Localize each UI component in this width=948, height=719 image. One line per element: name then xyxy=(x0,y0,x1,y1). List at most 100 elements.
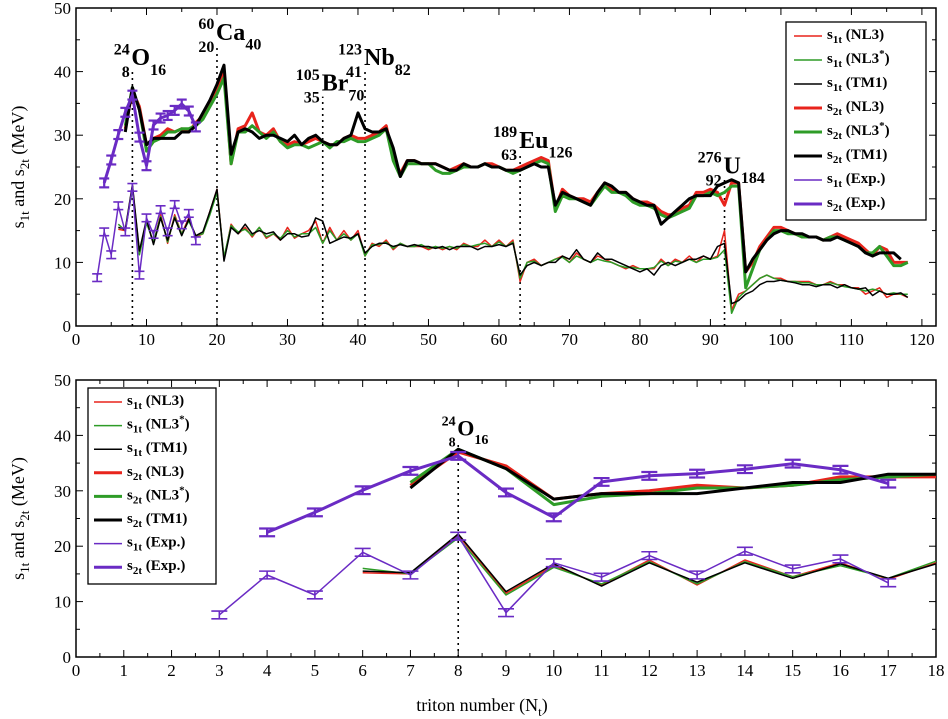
x-tick-label: 13 xyxy=(689,661,706,680)
nucleus-label: 24 8O16 xyxy=(442,415,489,451)
x-tick-label: 40 xyxy=(349,330,366,349)
nucleus-element: Ca xyxy=(216,20,245,46)
nucleus-mass-number: 189 xyxy=(493,124,517,141)
nucleus-label: 105 35Br70 xyxy=(296,67,365,107)
legend-entry: s2t (NL3) xyxy=(827,99,884,118)
panel-top: 0 10 20 30 40 50 60 70 80 90 100 110 120 0 10 20 30 40 50 s… xyxy=(8,0,937,349)
y-tick-label: 40 xyxy=(54,63,71,82)
y-tick-label: 0 xyxy=(63,317,72,336)
x-tick-label: 70 xyxy=(561,330,578,349)
legend-sup: * xyxy=(179,484,185,496)
x-tick-label: 0 xyxy=(72,661,81,680)
nucleus-mass-number: 276 xyxy=(698,150,722,167)
legend-symbol: s xyxy=(827,51,833,67)
y-tick-label: 30 xyxy=(54,126,71,145)
legend-symbol: s xyxy=(827,123,833,139)
nucleus-proton-number: 63 xyxy=(501,147,517,164)
legend-label: (Exp.) xyxy=(142,558,185,574)
legend-label: (TM1) xyxy=(842,75,887,91)
legend-symbol: s xyxy=(127,417,133,433)
x-tick-label: 12 xyxy=(641,661,658,680)
x-tick-label: 30 xyxy=(279,330,296,349)
x-tick-label: 14 xyxy=(736,661,754,680)
y-axis-title-sub: 1t xyxy=(17,562,32,573)
nucleus-proton-number: 92 xyxy=(706,172,722,189)
nucleus-mass-number: 24 xyxy=(442,415,456,430)
legend-sub: 2t xyxy=(133,471,143,483)
nucleus-proton-number: 8 xyxy=(122,64,130,81)
y-axis-title-sub: 2t xyxy=(17,510,32,521)
legend-symbol: s xyxy=(827,99,833,115)
legend-entry: s2t (NL3*) xyxy=(127,484,190,506)
x-axis-title: triton number (Nt) xyxy=(416,695,548,719)
y-axis-title-sub: 1t xyxy=(17,211,32,222)
x-tick-label: 11 xyxy=(593,661,609,680)
legend-entry: s1t (NL3) xyxy=(827,27,884,46)
x-tick-label: 110 xyxy=(839,330,864,349)
y-tick-label: 10 xyxy=(54,593,71,612)
x-tick-label: 15 xyxy=(784,661,801,680)
legend-symbol: s xyxy=(827,171,833,187)
y-tick-label: 30 xyxy=(54,482,71,501)
legend-sub: 2t xyxy=(833,154,843,166)
nucleus-label: 189 63Eu126 xyxy=(493,124,572,164)
y-tick-label: 20 xyxy=(54,537,71,556)
legend-symbol: s xyxy=(827,195,833,211)
legend-sub: 1t xyxy=(833,34,843,46)
legend-label: (TM1) xyxy=(142,440,187,456)
legend-entry: s2t (NL3*) xyxy=(827,120,890,142)
nucleus-label: 123 41Nb82 xyxy=(338,41,411,81)
nucleus-label: 60 20Ca40 xyxy=(198,16,261,56)
series-line-s2_nl3 xyxy=(123,70,908,274)
nucleus-element: Nb xyxy=(364,45,395,71)
y-tick-label: 50 xyxy=(54,371,71,390)
nucleus-neutron-number: 70 xyxy=(348,87,364,104)
legend-sub: 1t xyxy=(133,400,143,412)
nucleus-neutron-number: 16 xyxy=(474,433,488,448)
nucleus-proton-number: 20 xyxy=(198,39,214,56)
legend-entry: s1t (TM1) xyxy=(127,440,187,459)
x-tick-label: 7 xyxy=(406,661,415,680)
nucleus-mass-number: 60 xyxy=(198,16,214,33)
x-tick-label: 4 xyxy=(263,661,272,680)
legend-symbol: s xyxy=(127,487,133,503)
nucleus-mass-number: 24 xyxy=(114,41,130,58)
nucleus-proton-number: 41 xyxy=(346,64,362,81)
x-tick-label: 17 xyxy=(880,661,898,680)
legend-label: (NL3 xyxy=(842,123,879,139)
legend-entry: s2t (Exp.) xyxy=(827,195,885,214)
legend-sup: * xyxy=(179,414,185,426)
legend-label: (NL3) xyxy=(142,393,184,409)
legend-box xyxy=(87,387,217,585)
x-tick-label: 9 xyxy=(502,661,511,680)
legend-entry: s2t (NL3) xyxy=(127,464,184,483)
legend-sub: 2t xyxy=(833,106,843,118)
y-axis-title-part: s xyxy=(8,221,28,228)
legend-sub: 2t xyxy=(133,518,143,530)
nucleus-neutron-number: 82 xyxy=(395,62,411,79)
legend-symbol: s xyxy=(127,440,133,456)
y-tick-label: 10 xyxy=(54,253,71,272)
nucleus-neutron-number: 40 xyxy=(245,36,261,53)
nucleus-neutron-number: 16 xyxy=(150,62,166,79)
x-tick-label: 5 xyxy=(311,661,320,680)
legend-sub: 2t xyxy=(833,130,843,142)
series-line-s1_nl3s xyxy=(117,188,908,315)
x-tick-label: 3 xyxy=(215,661,224,680)
legend-entry: s1t (NL3*) xyxy=(827,48,890,70)
legend-entry: s2t (Exp.) xyxy=(127,558,185,577)
y-tick-label: 20 xyxy=(54,190,71,209)
x-tick-label: 16 xyxy=(832,661,849,680)
legend-symbol: s xyxy=(127,464,133,480)
nucleus-label: 24 8O16 xyxy=(114,41,166,81)
x-tick-label: 6 xyxy=(358,661,367,680)
series-line-s1_tm1 xyxy=(362,533,937,593)
legend-close: ) xyxy=(885,51,890,67)
nucleus-proton-number: 35 xyxy=(304,90,320,107)
legend-symbol: s xyxy=(127,558,133,574)
legend-sup: * xyxy=(879,120,885,132)
legend-label: (NL3 xyxy=(842,51,879,67)
y-tick-label: 0 xyxy=(63,648,72,667)
series-line-s2_tm1 xyxy=(123,63,902,274)
x-tick-label: 50 xyxy=(420,330,437,349)
